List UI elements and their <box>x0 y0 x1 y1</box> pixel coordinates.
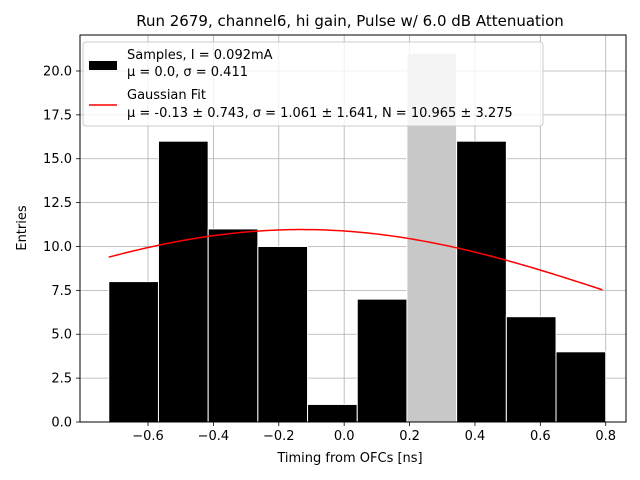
y-tick-label: 5.0 <box>51 328 72 343</box>
histogram-bar <box>456 140 507 423</box>
histogram-bar <box>207 228 259 423</box>
x-tick-label: 0.8 <box>595 429 616 444</box>
legend: Samples, I = 0.092mA μ = 0.0, σ = 0.411 … <box>82 41 544 127</box>
histogram-bar <box>157 140 209 423</box>
histogram-bar <box>108 281 159 423</box>
axis-ticks: −0.6 −0.4 −0.2 0.0 0.2 0.4 0.6 0.8 0.0 2.5 5.0 7.5 1… <box>43 64 616 444</box>
histogram-bar <box>356 298 408 423</box>
y-tick-label: 7.5 <box>51 284 72 299</box>
legend-fit-label-line2: μ = -0.13 ± 0.743, σ = 1.061 ± 1.641, N … <box>127 106 513 121</box>
gaussian-fit-curve <box>108 228 603 291</box>
y-tick-label: 20.0 <box>43 64 72 79</box>
y-tick-label: 15.0 <box>43 152 72 167</box>
y-axis-label: Entries <box>15 205 30 251</box>
y-tick-label: 2.5 <box>51 372 72 387</box>
histogram-bar <box>257 245 309 423</box>
x-tick-label: 0.4 <box>465 429 486 444</box>
legend-samples-swatch <box>89 61 117 70</box>
legend-samples-label-line2: μ = 0.0, σ = 0.411 <box>127 65 248 80</box>
chart-title: Run 2679, channel6, hi gain, Pulse w/ 6.… <box>136 12 564 30</box>
y-tick-label: 10.0 <box>43 240 72 255</box>
y-tick-label: 12.5 <box>43 196 72 211</box>
x-tick-label: −0.4 <box>198 429 230 444</box>
plot-frame <box>79 34 627 423</box>
legend-box <box>82 41 544 127</box>
x-tick-label: 0.2 <box>399 429 420 444</box>
histogram-bars <box>108 52 607 423</box>
x-tick-label: 0.6 <box>530 429 551 444</box>
legend-fit-label-line1: Gaussian Fit <box>127 88 206 103</box>
legend-samples-label-line1: Samples, I = 0.092mA <box>127 48 273 63</box>
histogram-bar <box>555 351 607 423</box>
y-tick-label: 17.5 <box>43 108 72 123</box>
histogram-bar <box>307 403 358 423</box>
x-axis-label: Timing from OFCs [ns] <box>276 451 422 466</box>
x-tick-label: −0.2 <box>263 429 295 444</box>
x-tick-label: 0.0 <box>334 429 355 444</box>
y-tick-label: 0.0 <box>51 416 72 431</box>
x-tick-label: −0.6 <box>132 429 164 444</box>
histogram-bar <box>505 316 557 423</box>
